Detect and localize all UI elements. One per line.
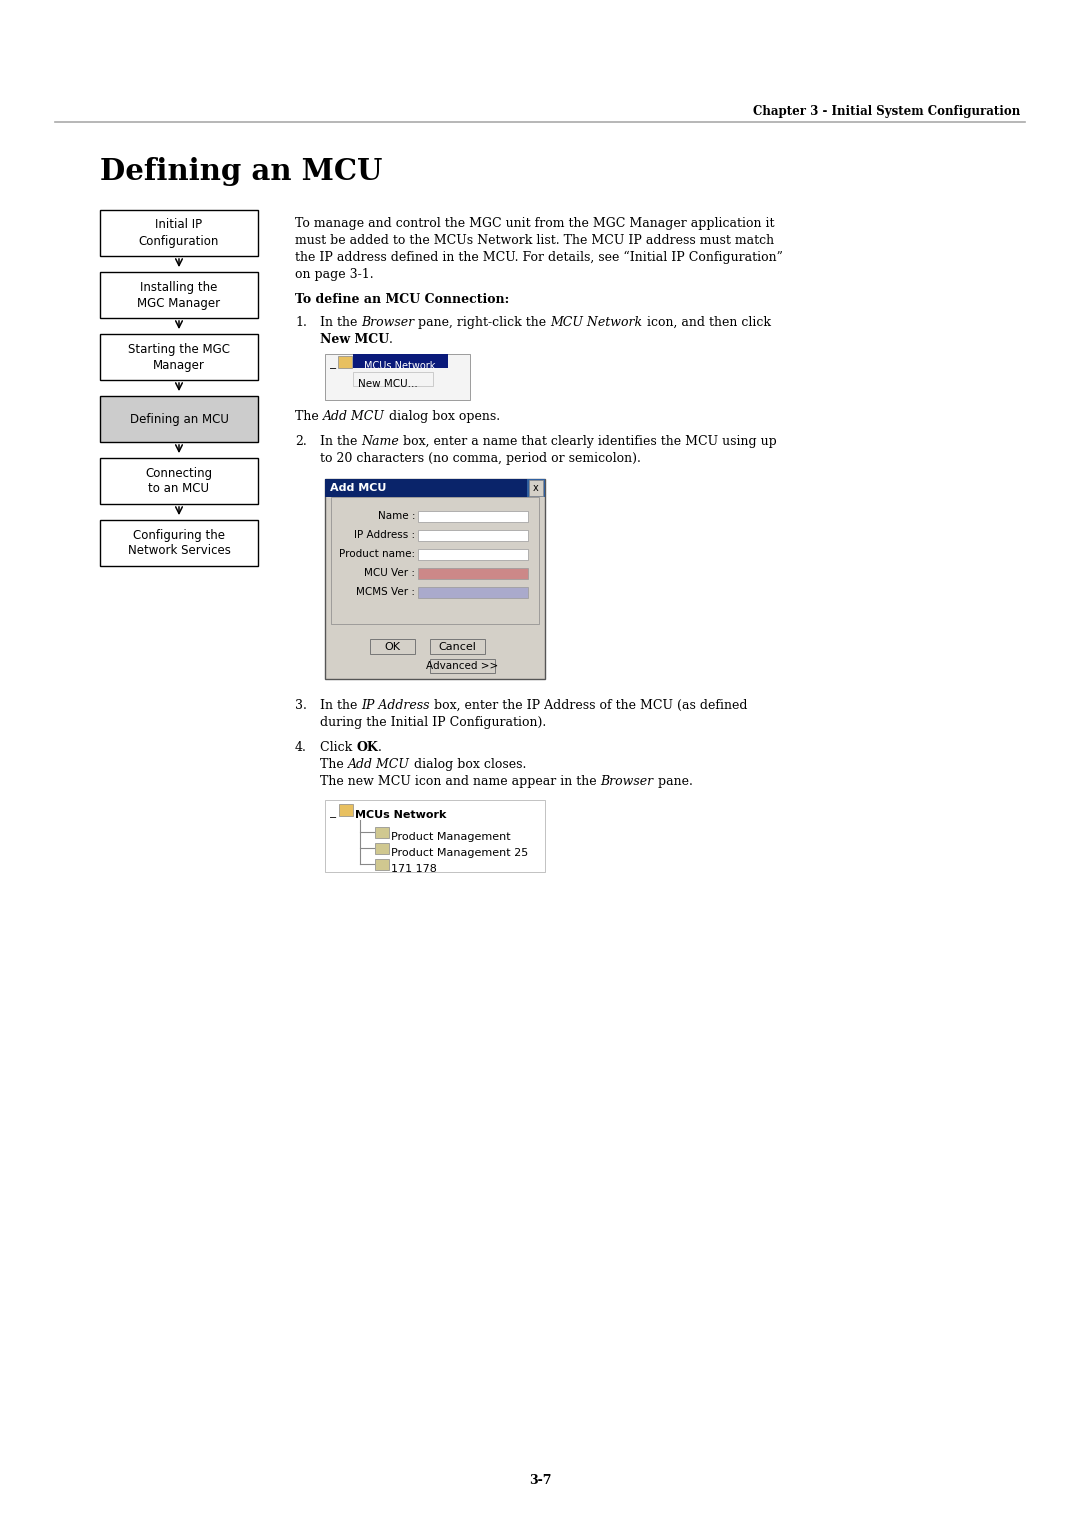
Text: 1.: 1. (295, 316, 307, 329)
Text: To manage and control the MGC unit from the MGC Manager application it: To manage and control the MGC unit from … (295, 217, 774, 231)
Text: MCUs Network: MCUs Network (364, 361, 435, 371)
Text: IP Address: IP Address (362, 698, 430, 712)
Text: The new MCU icon and name appear in the: The new MCU icon and name appear in the (320, 775, 600, 788)
Text: Initial IP
Configuration: Initial IP Configuration (139, 219, 219, 248)
FancyBboxPatch shape (430, 659, 495, 672)
Text: dialog box opens.: dialog box opens. (384, 410, 500, 423)
Text: Starting the MGC
Manager: Starting the MGC Manager (129, 342, 230, 371)
FancyBboxPatch shape (375, 827, 389, 837)
Text: In the: In the (320, 435, 362, 448)
Text: IP Address :: IP Address : (354, 530, 415, 539)
FancyBboxPatch shape (353, 354, 448, 368)
FancyBboxPatch shape (100, 458, 258, 504)
Text: the IP address defined in the MCU. For details, see “Initial IP Configuration”: the IP address defined in the MCU. For d… (295, 251, 783, 264)
Text: Connecting
to an MCU: Connecting to an MCU (146, 466, 213, 495)
Text: on page 3-1.: on page 3-1. (295, 267, 374, 281)
Text: Defining an MCU: Defining an MCU (100, 157, 382, 186)
Text: .: . (378, 741, 382, 753)
Text: Add MCU: Add MCU (323, 410, 384, 423)
FancyBboxPatch shape (418, 510, 528, 523)
Text: Configuring the
Network Services: Configuring the Network Services (127, 529, 230, 558)
Text: 3.: 3. (295, 698, 307, 712)
Text: OK: OK (384, 642, 401, 651)
Text: Click: Click (320, 741, 356, 753)
Text: Installing the
MGC Manager: Installing the MGC Manager (137, 281, 220, 310)
FancyBboxPatch shape (325, 478, 545, 678)
Text: to 20 characters (no comma, period or semicolon).: to 20 characters (no comma, period or se… (320, 452, 640, 465)
Text: −: − (329, 813, 337, 824)
Text: dialog box closes.: dialog box closes. (409, 758, 526, 772)
Text: Chapter 3 - Initial System Configuration: Chapter 3 - Initial System Configuration (753, 105, 1020, 119)
FancyBboxPatch shape (338, 356, 352, 368)
FancyBboxPatch shape (430, 639, 485, 654)
Text: MCUs Network: MCUs Network (355, 810, 446, 821)
Text: New MCU: New MCU (320, 333, 389, 345)
Text: MCU Network: MCU Network (551, 316, 643, 329)
Text: Add MCU: Add MCU (348, 758, 409, 772)
FancyBboxPatch shape (375, 843, 389, 854)
FancyBboxPatch shape (529, 480, 543, 497)
FancyBboxPatch shape (325, 801, 545, 872)
FancyBboxPatch shape (418, 530, 528, 541)
FancyBboxPatch shape (325, 478, 527, 497)
Text: Add MCU: Add MCU (330, 483, 387, 494)
Text: MCMS Ver :: MCMS Ver : (356, 587, 415, 597)
FancyBboxPatch shape (339, 804, 353, 816)
Text: pane, right-click the: pane, right-click the (415, 316, 551, 329)
Text: The: The (320, 758, 348, 772)
Text: x: x (534, 483, 539, 494)
Text: Advanced >>: Advanced >> (427, 662, 499, 671)
Text: Name :: Name : (378, 510, 415, 521)
Text: .: . (389, 333, 393, 345)
FancyBboxPatch shape (375, 859, 389, 869)
Text: The: The (295, 410, 323, 423)
Text: during the Initial IP Configuration).: during the Initial IP Configuration). (320, 717, 546, 729)
Text: icon, and then click: icon, and then click (643, 316, 771, 329)
Text: 2.: 2. (295, 435, 307, 448)
FancyBboxPatch shape (527, 478, 545, 497)
Text: Cancel: Cancel (438, 642, 476, 651)
Text: Browser: Browser (362, 316, 415, 329)
FancyBboxPatch shape (370, 639, 415, 654)
Text: −: − (329, 364, 337, 374)
Text: MCU Ver :: MCU Ver : (364, 568, 415, 578)
FancyBboxPatch shape (418, 568, 528, 579)
Text: Product name:: Product name: (339, 549, 415, 559)
Text: box, enter the IP Address of the MCU (as defined: box, enter the IP Address of the MCU (as… (430, 698, 747, 712)
FancyBboxPatch shape (353, 371, 433, 387)
Text: Name: Name (362, 435, 400, 448)
Text: OK: OK (356, 741, 378, 753)
Text: In the: In the (320, 316, 362, 329)
Text: Defining an MCU: Defining an MCU (130, 413, 229, 425)
FancyBboxPatch shape (100, 396, 258, 442)
Text: pane.: pane. (653, 775, 692, 788)
Text: box, enter a name that clearly identifies the MCU using up: box, enter a name that clearly identifie… (400, 435, 777, 448)
Text: 171 178: 171 178 (391, 863, 437, 874)
FancyBboxPatch shape (100, 520, 258, 565)
Text: Browser: Browser (600, 775, 653, 788)
FancyBboxPatch shape (100, 335, 258, 380)
Text: 3-7: 3-7 (529, 1473, 551, 1487)
FancyBboxPatch shape (330, 497, 539, 623)
Text: To define an MCU Connection:: To define an MCU Connection: (295, 293, 510, 306)
Text: 4.: 4. (295, 741, 307, 753)
FancyBboxPatch shape (325, 354, 470, 400)
Text: New MCU...: New MCU... (357, 379, 418, 390)
FancyBboxPatch shape (418, 587, 528, 597)
Text: must be added to the MCUs Network list. The MCU IP address must match: must be added to the MCUs Network list. … (295, 234, 774, 248)
Text: Product Management: Product Management (391, 833, 511, 842)
FancyBboxPatch shape (418, 549, 528, 559)
Text: Product Management 25: Product Management 25 (391, 848, 528, 859)
FancyBboxPatch shape (100, 272, 258, 318)
FancyBboxPatch shape (100, 209, 258, 257)
Text: In the: In the (320, 698, 362, 712)
